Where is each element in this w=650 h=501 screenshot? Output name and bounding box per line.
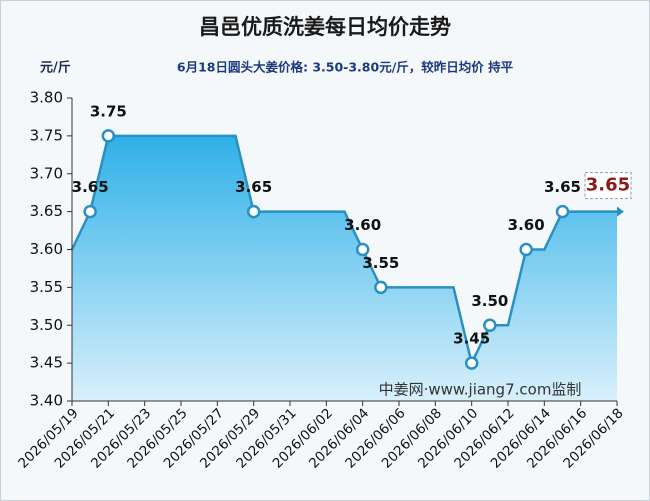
area — [72, 135, 617, 401]
arrow-head — [617, 206, 624, 217]
value-label: 3.60 — [344, 216, 381, 234]
y-tick-label: 3.60 — [30, 240, 63, 258]
point — [83, 204, 97, 219]
value-label: 3.45 — [453, 330, 490, 348]
point — [519, 242, 533, 257]
y-tick-label: 3.65 — [30, 202, 63, 220]
y-tick-label: 3.75 — [30, 126, 63, 144]
point — [555, 204, 570, 219]
point — [483, 318, 497, 332]
point — [101, 129, 116, 143]
y-tick-label: 3.70 — [30, 164, 63, 182]
y-tick-label: 3.50 — [30, 316, 63, 334]
y-tick-label: 3.40 — [30, 392, 63, 410]
unit-label: 元/斤 — [40, 60, 71, 76]
subtitle: 6月18日圆头大姜价格: 3.50-3.80元/斤，较昨日均价 持平 — [177, 60, 514, 75]
value-label: 3.55 — [362, 254, 399, 272]
point — [355, 242, 370, 257]
value-label: 3.50 — [471, 292, 508, 310]
point — [464, 356, 479, 370]
chart-title: 昌邑优质洗姜每日均价走势 — [199, 15, 451, 39]
value-label: 3.65 — [586, 175, 630, 196]
y-tick-label: 3.55 — [30, 278, 63, 296]
watermark: 中姜网·www.jiang7.com监制 — [379, 381, 582, 399]
value-label: 3.75 — [90, 102, 127, 120]
highlight-box — [584, 172, 632, 200]
value-label: 3.65 — [72, 178, 109, 196]
point — [246, 204, 261, 219]
value-label: 3.65 — [544, 178, 581, 196]
value-label: 3.65 — [235, 178, 272, 196]
point — [374, 280, 388, 295]
value-label: 3.60 — [508, 216, 545, 234]
y-tick-label: 3.45 — [30, 354, 63, 372]
y-tick-label: 3.80 — [30, 89, 63, 107]
